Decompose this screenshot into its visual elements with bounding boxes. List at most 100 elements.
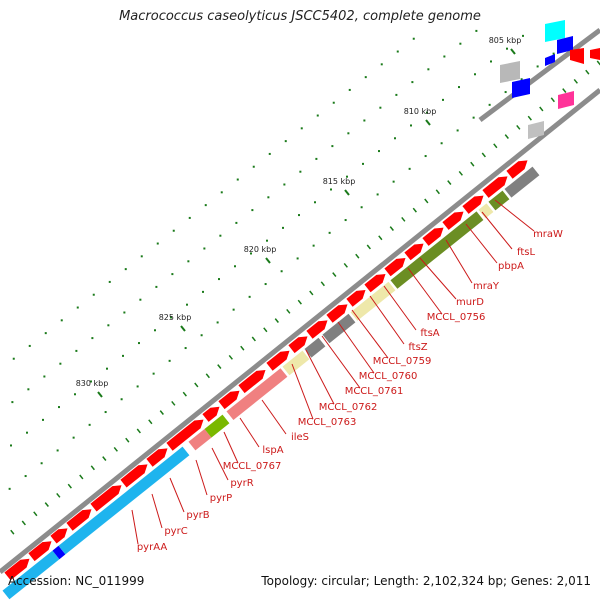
- tick-mark: [97, 391, 103, 398]
- gene-label: MCCL_0762: [319, 402, 378, 413]
- cog-band: [504, 166, 540, 198]
- feature-box: [500, 61, 520, 83]
- leader-line: [151, 493, 163, 529]
- cds-arrow: [238, 370, 266, 394]
- leader-line: [195, 459, 208, 496]
- cog-band: [282, 350, 310, 376]
- gene-label: MCCL_0760: [359, 371, 418, 382]
- cds-arrow: [482, 176, 508, 198]
- leader-line: [305, 349, 335, 405]
- leader-line: [321, 335, 361, 389]
- cog-band: [390, 211, 484, 289]
- gene-label: MCCL_0756: [427, 312, 486, 323]
- cog-band: [204, 414, 230, 438]
- gene-label: murD: [456, 297, 484, 308]
- tick-mark: [344, 189, 350, 196]
- feature-box: [512, 78, 530, 98]
- cog-band: [52, 545, 66, 560]
- tick-mark: [510, 48, 516, 55]
- backbone: [0, 28, 600, 574]
- leader-line: [337, 321, 375, 374]
- cog-band: [304, 337, 326, 358]
- feature-box: [528, 121, 544, 139]
- gene-label: MCCL_0763: [298, 417, 357, 428]
- cds-arrow: [202, 406, 220, 422]
- cog-band: [58, 446, 190, 555]
- gene-label: mraY: [473, 281, 500, 292]
- gene-label: MCCL_0767: [223, 461, 282, 472]
- cog-band: [350, 281, 396, 321]
- gene-label: pyrR: [230, 478, 253, 489]
- genome-summary: Topology: circular; Length: 2,102,324 bp…: [261, 574, 591, 588]
- tick-label: 805 kbp: [489, 36, 522, 45]
- cds-arrow: [442, 211, 464, 230]
- feature-box: [557, 36, 573, 54]
- cog-band: [188, 429, 212, 451]
- tick-mark: [180, 325, 186, 332]
- gene-labels: mraW ftsL pbpA mraY murD MCCL_0756 ftsA ftsZ MCC…: [137, 229, 563, 553]
- cds-arrow: [120, 464, 148, 488]
- gene-label: pbpA: [498, 261, 524, 272]
- cds-arrow: [288, 336, 308, 354]
- tick-label: 825 kbp: [159, 313, 192, 322]
- feature-box: [545, 20, 565, 42]
- cds-arrow: [590, 48, 600, 60]
- ruler-tick-labels: 805 kbp 810 kbp 815 kbp 820 kbp 825 kbp 830 k…: [76, 36, 522, 398]
- gene-label: ftsL: [517, 247, 535, 258]
- tick-label: 820 kbp: [244, 245, 277, 254]
- tick-mark: [265, 257, 271, 264]
- gene-label: pyrB: [186, 510, 209, 521]
- leader-line: [239, 417, 260, 448]
- cds-arrow: [4, 558, 30, 581]
- accession-text: Accession: NC_011999: [8, 574, 145, 588]
- leader-line: [419, 257, 457, 300]
- map-title: Macrococcus caseolyticus JSCC5402, compl…: [119, 9, 481, 24]
- cds-arrow: [506, 160, 528, 179]
- cog-band: [488, 190, 510, 211]
- cds-track: [4, 48, 600, 581]
- gene-label: ftsA: [420, 328, 439, 339]
- gene-label: MCCL_0761: [345, 386, 404, 397]
- cds-arrow: [66, 509, 92, 531]
- leader-line: [169, 477, 185, 513]
- leader-line: [223, 431, 239, 464]
- leader-line: [407, 267, 443, 315]
- backbone-line: [0, 88, 600, 574]
- tick-label: 830 kbp: [76, 379, 109, 388]
- leader-line: [445, 239, 473, 284]
- tick-label: 810 kbp: [404, 107, 437, 116]
- cds-arrow: [384, 258, 406, 277]
- cog-band: [2, 550, 60, 600]
- leader-line: [351, 309, 389, 359]
- gene-label: lspA: [262, 445, 283, 456]
- cds-arrow: [306, 320, 328, 339]
- leader-line: [465, 223, 498, 264]
- cds-arrow: [404, 243, 424, 261]
- cds-arrow: [50, 528, 68, 544]
- gene-label: ileS: [291, 432, 309, 443]
- cds-arrow: [346, 290, 366, 307]
- cds-arrow: [28, 541, 52, 562]
- gene-label: pyrC: [164, 526, 187, 537]
- gc-skew-dots: [8, 29, 571, 490]
- cds-arrow: [90, 485, 122, 512]
- cds-arrow: [218, 390, 240, 410]
- feature-box: [545, 54, 555, 66]
- leader-line: [291, 363, 314, 420]
- tick-label: 815 kbp: [323, 177, 356, 186]
- label-leader-lines: [131, 199, 535, 545]
- gene-label: pyrAA: [137, 542, 167, 553]
- cog-band: [226, 368, 288, 420]
- cds-arrow: [146, 448, 168, 467]
- tick-mark: [425, 119, 431, 126]
- gene-label: MCCL_0759: [373, 356, 432, 367]
- leader-line: [383, 285, 417, 331]
- gene-label: ftsZ: [408, 342, 427, 353]
- cds-arrow: [326, 304, 348, 323]
- gene-label: mraW: [533, 229, 563, 240]
- cds-arrow: [166, 419, 204, 451]
- leader-line: [494, 199, 535, 232]
- leader-line: [261, 399, 287, 435]
